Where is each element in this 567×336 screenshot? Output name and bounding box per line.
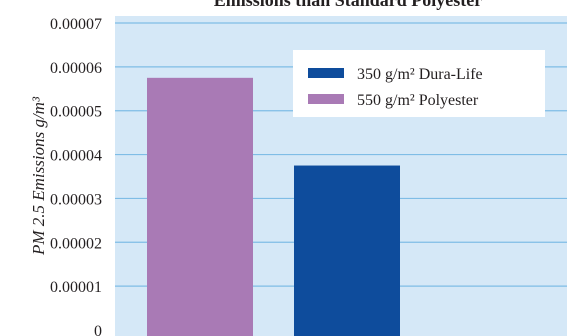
y-tick-label: 0.00006 [50,60,102,77]
y-tick-label: 0.00003 [50,191,102,208]
bar-polyester [147,77,253,336]
y-tick-label: 0.00005 [50,104,102,121]
legend-label: 350 g/m² Dura-Life [357,66,483,83]
bar-dura-life [294,165,400,336]
y-tick-label: 0.00004 [50,148,102,165]
legend-swatch [308,94,344,104]
y-tick-label: 0.00002 [50,235,102,252]
y-axis-title: PM 2.5 Emissions g/m³ [29,96,48,256]
bars [147,77,400,336]
y-tick-label: 0 [94,323,102,336]
legend-swatch [308,68,344,78]
legend-box [293,50,545,117]
y-axis-ticks: 0 0.00001 0.00002 0.00003 0.00004 0.00005 0.00… [50,16,102,336]
legend: 350 g/m² Dura-Life 550 g/m² Polyester [293,50,545,117]
legend-label: 550 g/m² Polyester [357,92,479,109]
y-tick-label: 0.00001 [50,279,102,296]
y-tick-label: 0.00007 [50,16,102,33]
chart-title: Emissions than Standard Polyester [214,0,483,10]
